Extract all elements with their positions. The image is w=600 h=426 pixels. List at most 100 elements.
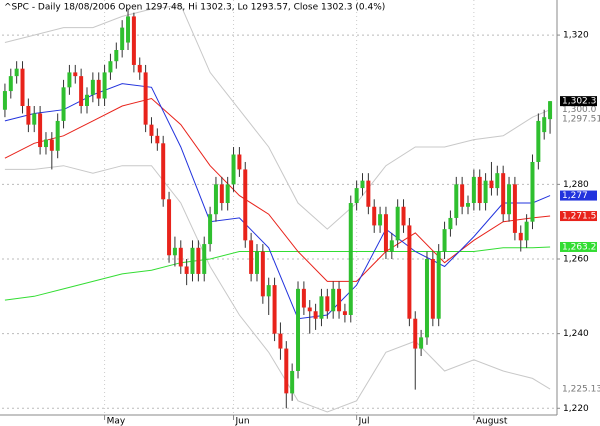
candle-body (172, 247, 177, 256)
candle-body (161, 143, 166, 200)
x-tick-label: May (107, 417, 126, 426)
candle-body (466, 203, 471, 207)
candle-body (284, 348, 289, 394)
candle-body (237, 154, 242, 170)
value-label: 1,271.51 (562, 212, 600, 222)
candle-body (96, 79, 101, 99)
candle-body (348, 203, 353, 315)
candle-body (208, 214, 213, 245)
candle-body (131, 16, 136, 65)
axis-layer: 1,220 1,240 1,260 1,280 1,320 May Jun Jul August… (104, 31, 600, 426)
value-label: 1,263.22 (562, 242, 600, 252)
candle-body (243, 169, 248, 241)
candle-body (43, 139, 48, 148)
candle-body (219, 184, 224, 204)
candle-body (61, 87, 66, 121)
candle-body (518, 232, 523, 241)
candle-body (296, 288, 301, 371)
candle-body (2, 91, 7, 110)
candle-body (20, 68, 25, 106)
candle-body (114, 50, 119, 62)
candle-body (442, 229, 447, 252)
candle-body (448, 217, 453, 230)
y-tick-label: 1,260 (563, 255, 589, 265)
candle-body (507, 184, 512, 215)
candle-body (378, 214, 383, 226)
candle-body (331, 288, 336, 312)
candle-body (489, 180, 494, 189)
candle-body (307, 307, 312, 312)
candle-body (14, 68, 19, 77)
candle-body (254, 251, 259, 274)
candle-body (196, 247, 201, 274)
candle-body (79, 76, 84, 106)
candle-body (419, 337, 424, 349)
candle-body (530, 161, 535, 222)
candle-body (38, 113, 43, 148)
value-label-box (560, 241, 597, 252)
candle-body (483, 180, 488, 204)
candle-body (32, 113, 37, 125)
candle-body (278, 333, 283, 349)
y-tick-label: 1,240 (563, 329, 589, 339)
value-label-box (560, 190, 597, 201)
candle-body (536, 120, 541, 162)
candle-body (430, 259, 435, 319)
overlay-line (4, 246, 551, 301)
candle-body (495, 173, 500, 189)
candle-body (407, 225, 412, 319)
value-label: 1,302.3 (562, 97, 596, 107)
candle-body (190, 247, 195, 274)
candle-body (360, 180, 365, 189)
candle-body (26, 105, 31, 125)
candle-body (231, 154, 236, 185)
candle-body (213, 184, 218, 215)
candle-body (167, 199, 172, 256)
candle-body (319, 296, 324, 319)
overlay-line (4, 4, 551, 230)
candle-body (266, 285, 271, 297)
candle-body (225, 184, 230, 204)
candle-body (389, 240, 394, 252)
candle-body (454, 184, 459, 218)
candle-body (460, 184, 465, 207)
value-label-box (560, 96, 597, 107)
candle-body (542, 117, 547, 133)
value-label: 1,277 (562, 191, 588, 201)
value-label: 1,300.0 (562, 105, 597, 115)
candle-body (184, 266, 189, 274)
candle-body (49, 139, 54, 151)
value-label-box (560, 211, 597, 222)
candle-body (120, 27, 125, 51)
candle-body (313, 311, 318, 319)
candle-body (366, 180, 371, 207)
candle-body (383, 214, 388, 252)
candle-body (337, 288, 342, 312)
candle-body (395, 206, 400, 241)
candle-body (249, 240, 254, 274)
chart-title: ^SPC - Daily 18/08/2006 Open 1297.48, Hi… (4, 3, 385, 13)
value-label: 1,225.13 (562, 385, 600, 395)
overlay-line (4, 165, 551, 413)
candle-body (149, 124, 154, 136)
candle-body (108, 61, 113, 73)
candle-body (413, 318, 418, 349)
candle-body (90, 79, 95, 95)
x-tick-label: Jun (235, 417, 250, 426)
candle-body (8, 76, 13, 92)
candle-body (55, 120, 60, 151)
y-tick-label: 1,220 (563, 404, 589, 414)
candle-body (424, 259, 429, 338)
candle-body (301, 288, 306, 308)
candle-body (401, 206, 406, 226)
candle-body (342, 311, 347, 315)
candle-body (325, 296, 330, 312)
candle-body (178, 247, 183, 267)
candle-body (155, 135, 160, 144)
candle-body (260, 251, 265, 297)
candle-body (471, 176, 476, 204)
candle-body (143, 72, 148, 125)
candle-body (354, 188, 359, 204)
candle-body (290, 370, 295, 394)
